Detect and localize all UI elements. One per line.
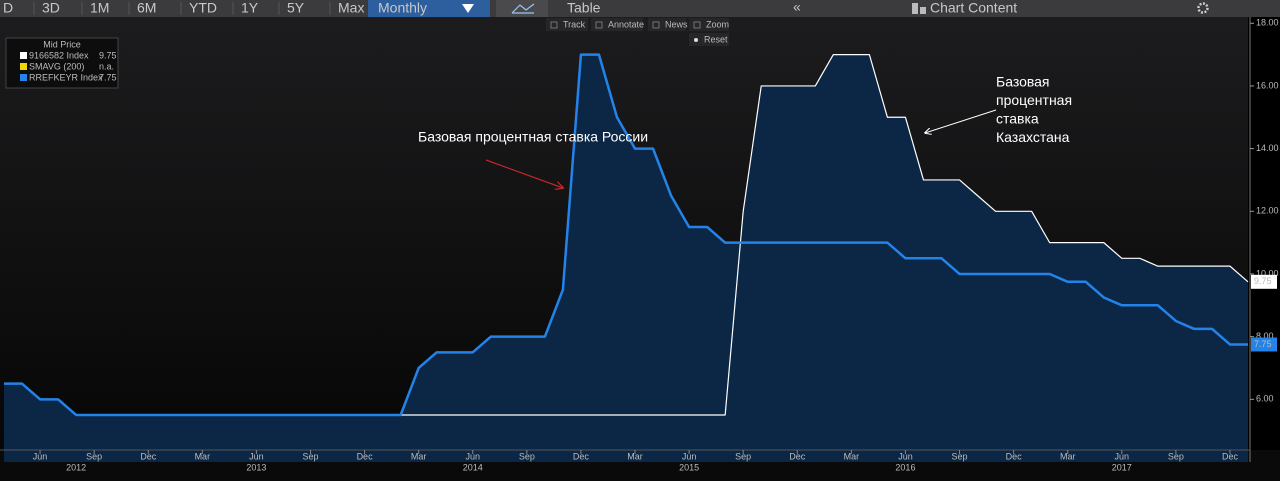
settings-button[interactable] — [1197, 2, 1209, 14]
legend-name: 9166582 Index — [29, 50, 89, 60]
tool-label[interactable]: Zoom — [706, 19, 729, 29]
range-button[interactable]: 1M — [90, 0, 109, 16]
x-tick-label: Mar — [844, 451, 860, 461]
year-label: 2014 — [463, 462, 483, 472]
x-tick-label: Dec — [1222, 451, 1239, 461]
x-tick-label: Sep — [952, 451, 968, 461]
year-label: 2016 — [895, 462, 915, 472]
x-tick-label: Jun — [33, 451, 48, 461]
last-value-label: 9.75 — [1254, 276, 1272, 286]
tool-label[interactable]: Track — [563, 19, 586, 29]
annotation-line: Казахстана — [996, 129, 1070, 145]
year-label: 2013 — [246, 462, 266, 472]
last-value-tag — [1251, 274, 1277, 289]
x-tick-label: Jun — [682, 451, 697, 461]
x-tick-label: Dec — [573, 451, 590, 461]
panel-button[interactable]: Chart Content — [930, 0, 1017, 16]
period-label[interactable]: Monthly — [378, 0, 427, 16]
annotation-line: ставка — [996, 111, 1039, 127]
tool-icon — [652, 21, 660, 29]
y-tick-label: 10.00 — [1256, 268, 1279, 278]
x-tick-label: Sep — [302, 451, 318, 461]
year-label: 2015 — [679, 462, 699, 472]
annotation: Базовая процентная ставка России — [418, 129, 648, 145]
series-line — [4, 53, 1248, 417]
reset-icon — [694, 38, 698, 42]
x-tick-label: Jun — [1115, 451, 1130, 461]
annotation-line: Базовая — [996, 74, 1050, 90]
range-button[interactable]: Max — [338, 0, 364, 16]
y-tick-label: 12.00 — [1256, 206, 1279, 216]
legend-name: SMAVG (200) — [29, 61, 84, 71]
x-tick-label: Jun — [249, 451, 264, 461]
tool-button[interactable] — [591, 18, 643, 31]
year-label: 2017 — [1112, 462, 1132, 472]
table-button[interactable]: Table — [567, 0, 601, 16]
annotation-arrow — [925, 109, 997, 133]
x-tick-label: Mar — [195, 451, 211, 461]
x-tick-label: Mar — [627, 451, 643, 461]
range-button[interactable]: YTD — [189, 0, 217, 16]
x-tick-label: Jun — [898, 451, 913, 461]
annotation-line: процентная — [996, 92, 1072, 108]
chart-icon — [511, 3, 535, 14]
x-tick-label: Mar — [411, 451, 427, 461]
legend-value: 9.75 — [99, 50, 117, 60]
legend-title: Mid Price — [43, 39, 81, 49]
dropdown-arrow — [462, 4, 474, 13]
chart-icon-button[interactable] — [496, 0, 548, 17]
x-tick-label: Sep — [1168, 451, 1184, 461]
last-value-tag — [1251, 337, 1277, 352]
tool-icon — [693, 21, 701, 29]
annotation-arrow — [485, 159, 563, 188]
y-tick-label: 16.00 — [1256, 80, 1279, 90]
x-tick-label: Jun — [465, 451, 480, 461]
legend-swatch — [20, 74, 27, 81]
tool-icon — [595, 21, 603, 29]
area-fill — [4, 54, 1248, 463]
reset-label[interactable]: Reset — [704, 34, 728, 44]
toolbar — [0, 0, 1280, 17]
range-button[interactable]: 6M — [137, 0, 156, 16]
collapse-button[interactable]: « — [793, 0, 801, 15]
series-line — [310, 54, 1249, 416]
x-tick-label: Dec — [789, 451, 806, 461]
tool-label[interactable]: News — [665, 19, 688, 29]
legend-swatch — [20, 52, 27, 59]
chart-content-icon — [912, 3, 926, 14]
legend-value: 7.75 — [99, 72, 117, 82]
legend-name: RREFKEYR Index — [29, 72, 103, 82]
range-button[interactable]: D — [3, 0, 13, 16]
tool-icon — [550, 21, 558, 29]
x-tick-label: Sep — [86, 451, 102, 461]
reset-button[interactable] — [689, 33, 729, 46]
last-value-label: 7.75 — [1254, 339, 1272, 349]
range-button[interactable]: 1Y — [241, 0, 259, 16]
axis-panel — [1248, 17, 1280, 457]
legend-swatch — [20, 63, 27, 70]
period-button[interactable] — [368, 0, 490, 17]
range-button[interactable]: 5Y — [287, 0, 305, 16]
y-tick-label: 6.00 — [1256, 394, 1274, 404]
tool-label[interactable]: Annotate — [608, 19, 644, 29]
x-tick-label: Sep — [735, 451, 751, 461]
range-button[interactable]: 3D — [42, 0, 60, 16]
x-tick-label: Dec — [357, 451, 374, 461]
x-tick-label: Sep — [519, 451, 535, 461]
y-tick-label: 8.00 — [1256, 331, 1274, 341]
x-tick-label: Dec — [140, 451, 157, 461]
legend-value: n.a. — [99, 61, 114, 71]
y-tick-label: 14.00 — [1256, 143, 1279, 153]
x-tick-label: Mar — [1060, 451, 1076, 461]
y-tick-label: 18.00 — [1256, 18, 1279, 28]
x-tick-label: Dec — [1006, 451, 1023, 461]
year-label: 2012 — [66, 462, 86, 472]
